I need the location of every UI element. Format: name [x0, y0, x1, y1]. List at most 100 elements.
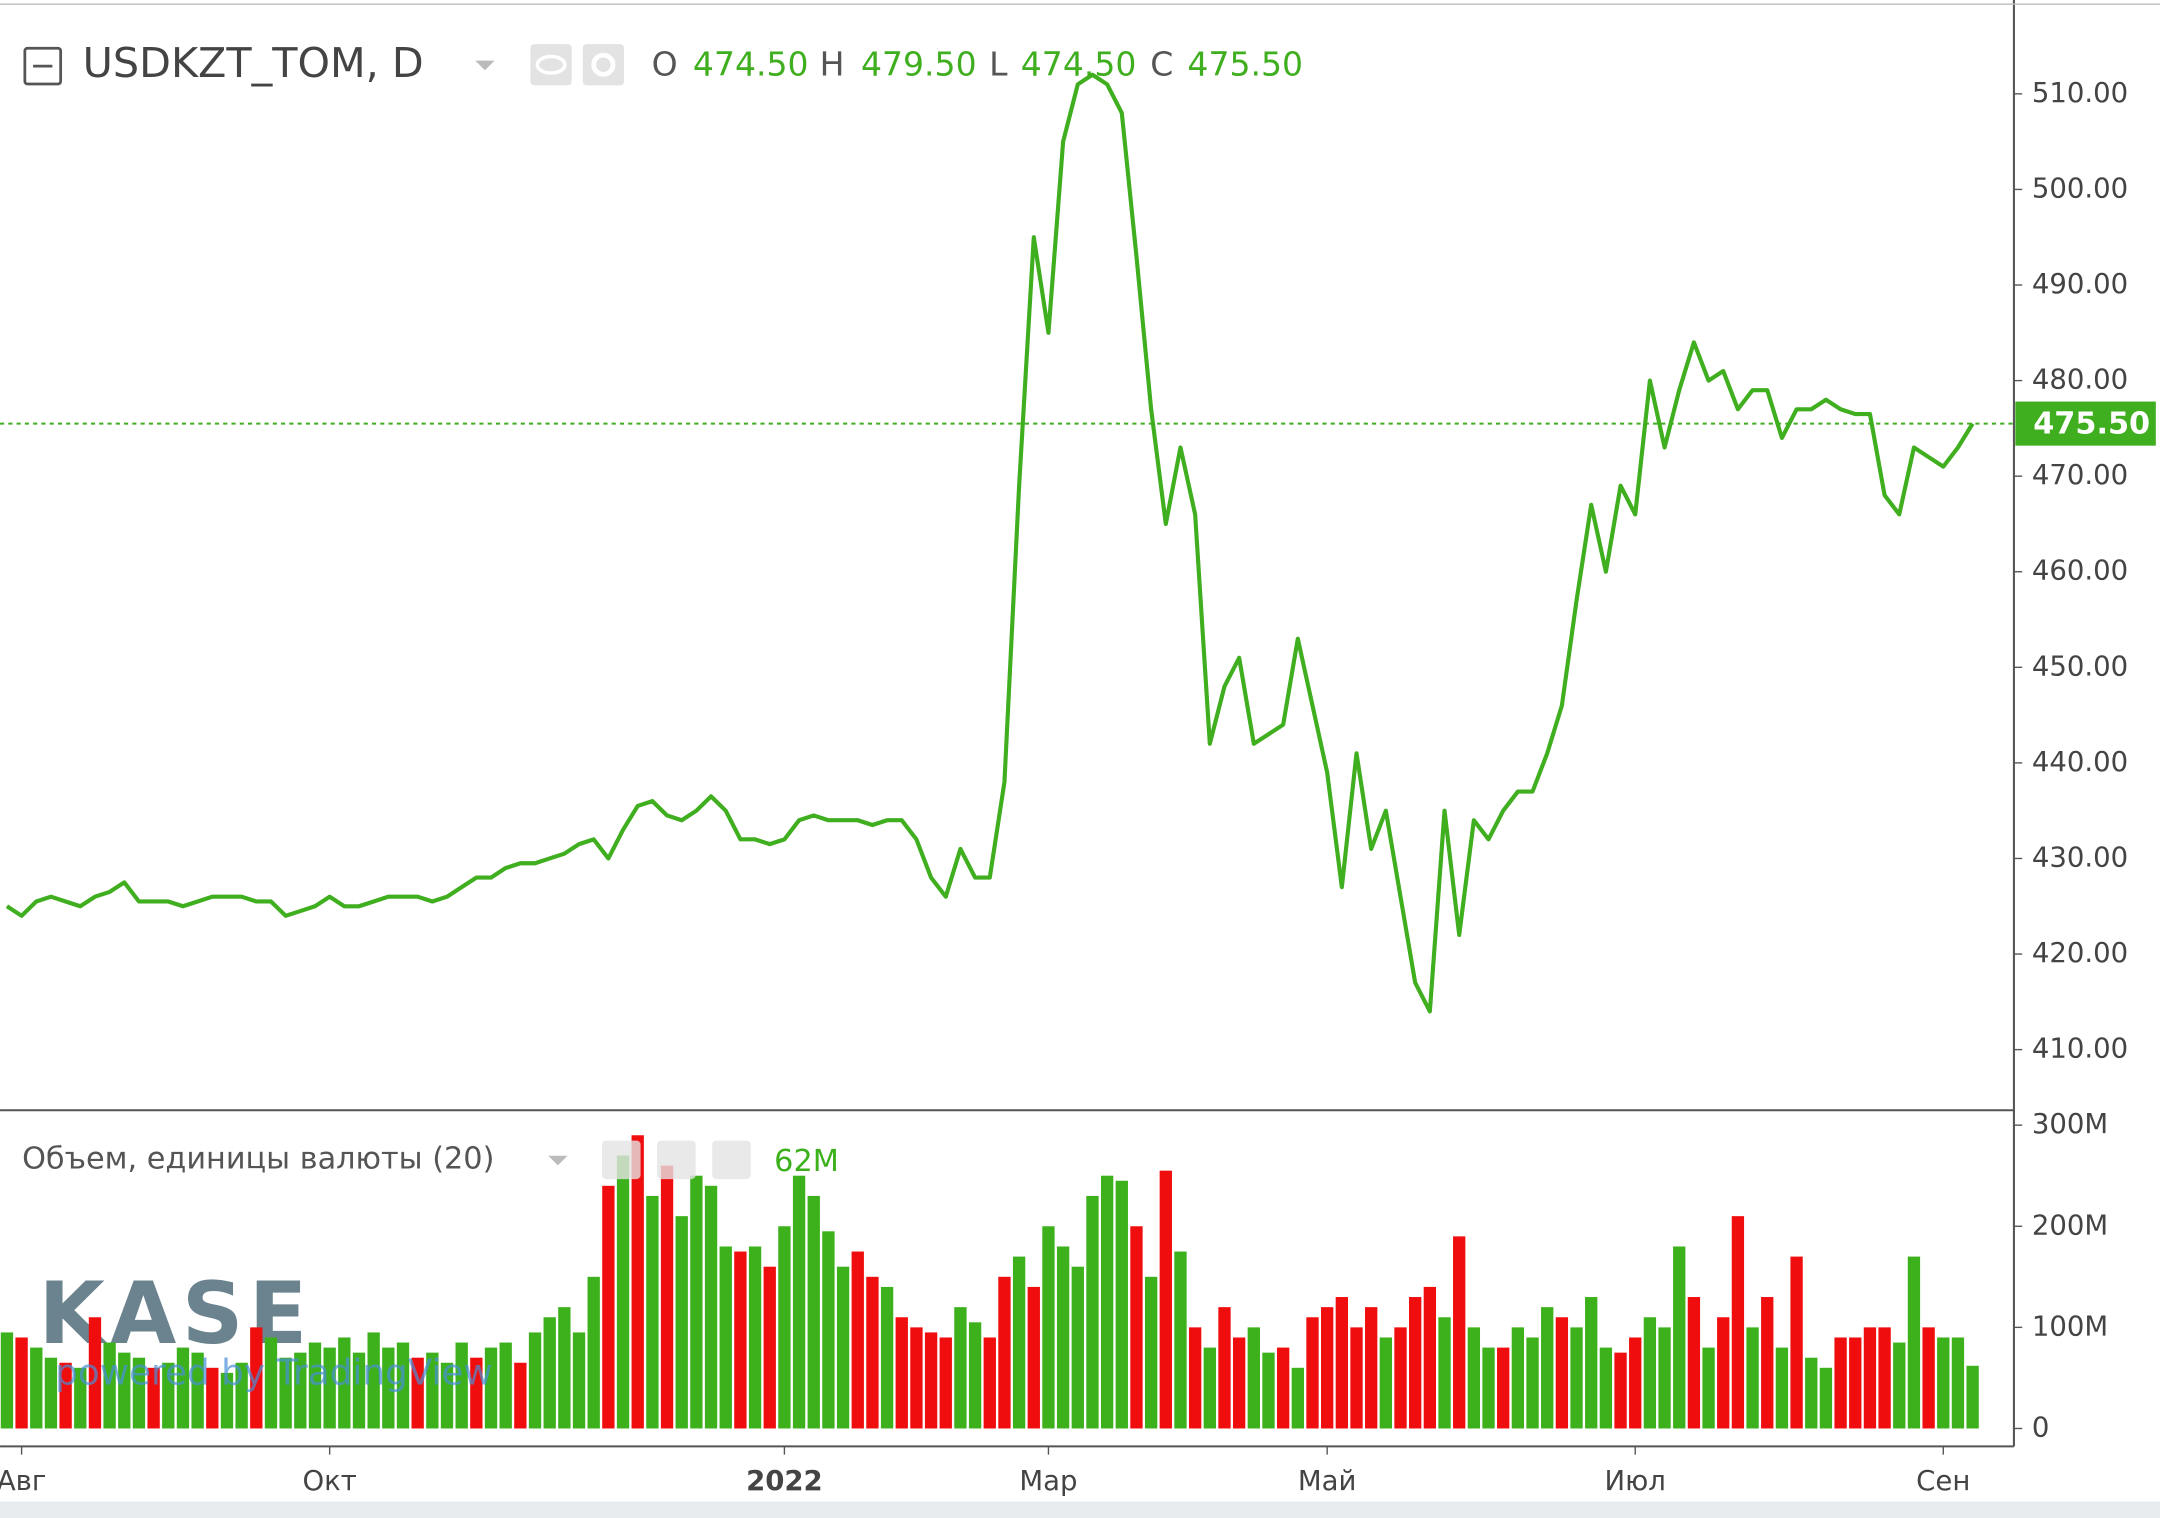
volume-bar [734, 1251, 747, 1429]
volume-bar [382, 1347, 395, 1429]
volume-bar [1687, 1297, 1701, 1429]
volume-bar [851, 1251, 864, 1429]
volume-bar [1453, 1236, 1466, 1429]
marks: KASE [0, 72, 1979, 1429]
volume-bar [191, 1352, 204, 1429]
volume-bar [616, 1155, 630, 1429]
volume-bar [1937, 1337, 1950, 1429]
volume-bar [250, 1327, 263, 1429]
settings-button[interactable] [582, 44, 625, 86]
x-tick-label: Мар [1019, 1465, 1077, 1497]
volume-bar [1614, 1352, 1627, 1429]
y-tick-label: 410.00 [2032, 1033, 2128, 1065]
ohlc-value: 479.50 [861, 45, 977, 84]
volume-bar [1497, 1347, 1510, 1429]
volume-bar [1306, 1317, 1319, 1429]
volume-bar [910, 1327, 923, 1429]
volume-bar [968, 1322, 982, 1429]
volume-bar [118, 1352, 131, 1429]
volume-bar [1746, 1327, 1759, 1429]
y-tick-label: 0 [2032, 1411, 2050, 1443]
volume-bar [748, 1246, 762, 1429]
volume-bar [323, 1347, 336, 1429]
volume-bar [1555, 1317, 1569, 1429]
volume-bar [1585, 1297, 1598, 1429]
volume-bar [895, 1317, 908, 1429]
volume-bar [1232, 1337, 1246, 1429]
volume-bar [176, 1347, 190, 1429]
y-tick-label: 440.00 [2032, 746, 2128, 778]
ohlc-key: L [989, 45, 1008, 84]
x-tick-label: Авг [0, 1465, 46, 1497]
volume-bar [1247, 1327, 1260, 1429]
watermark-text: powered by TradingView [55, 1353, 493, 1394]
volume-bar [1394, 1327, 1407, 1429]
volume-bar [264, 1337, 278, 1429]
y-tick-label: 420.00 [2032, 937, 2128, 969]
volume-bar [1541, 1307, 1554, 1429]
volume-bar [1130, 1226, 1143, 1429]
volume-bar [1761, 1297, 1774, 1429]
volume-bar [1570, 1327, 1583, 1429]
volume-dropdown[interactable] [548, 1155, 568, 1166]
y-tick-label: 300M [2032, 1108, 2108, 1140]
volume-close-button[interactable] [712, 1140, 751, 1180]
volume-bar [1423, 1286, 1437, 1429]
x-tick-label: Окт [302, 1465, 356, 1497]
eye-button[interactable] [530, 44, 572, 86]
ohlc-key: H [820, 45, 845, 84]
volume-settings-button[interactable] [657, 1140, 696, 1180]
volume-bar [719, 1246, 732, 1429]
volume-bar [499, 1342, 512, 1429]
volume-bar [294, 1352, 307, 1429]
volume-bar [587, 1276, 600, 1429]
volume-bar [411, 1357, 424, 1429]
volume-bar [1071, 1266, 1084, 1429]
volume-bar [690, 1175, 703, 1429]
y-tick-label: 490.00 [2032, 268, 2128, 300]
volume-bar [1438, 1317, 1451, 1429]
volume-bar [132, 1357, 146, 1429]
volume-bar [1056, 1246, 1070, 1429]
volume-bar [470, 1357, 483, 1429]
volume-bar [426, 1352, 439, 1429]
ohlc-legend: O 474.50 H 479.50 L 474.50 C 475.50 [652, 45, 1303, 84]
volume-bar [396, 1342, 410, 1429]
volume-bar [1012, 1256, 1026, 1429]
volume-bar [631, 1135, 644, 1429]
volume-eye-button[interactable] [602, 1140, 641, 1180]
volume-bar [1673, 1246, 1686, 1429]
volume-bar [572, 1332, 586, 1429]
x-tick-label: Май [1298, 1465, 1357, 1497]
volume-bar [1100, 1175, 1114, 1429]
volume-bar [1482, 1347, 1495, 1429]
volume-bar [367, 1332, 380, 1429]
volume-bar [484, 1347, 498, 1429]
volume-bar [1775, 1347, 1789, 1429]
volume-bar [1159, 1170, 1172, 1429]
volume-bar [807, 1195, 820, 1429]
volume-bar [1526, 1337, 1539, 1429]
volume-bar [528, 1332, 542, 1429]
volume-bar [1262, 1352, 1275, 1429]
volume-bar [704, 1185, 718, 1429]
volume-bar [1951, 1337, 1965, 1429]
volume-bar [1849, 1337, 1862, 1429]
volume-bar [543, 1317, 556, 1429]
volume-bar [1409, 1297, 1422, 1429]
volume-bar [514, 1362, 527, 1429]
volume-bar [558, 1307, 571, 1429]
volume-bar [675, 1216, 688, 1429]
volume-bar [836, 1266, 850, 1429]
volume-bar [939, 1337, 952, 1429]
volume-bar [1893, 1342, 1906, 1429]
volume-bar [1805, 1357, 1818, 1429]
symbol-title: USDKZT_TOM, D [83, 39, 424, 87]
volume-bar [998, 1276, 1011, 1429]
volume-bar [1907, 1256, 1921, 1429]
x-tick-label: Сен [1916, 1465, 1970, 1497]
dropdown-arrow[interactable] [475, 60, 495, 71]
y-tick-label: 430.00 [2032, 841, 2128, 873]
volume-bar [1291, 1367, 1304, 1429]
